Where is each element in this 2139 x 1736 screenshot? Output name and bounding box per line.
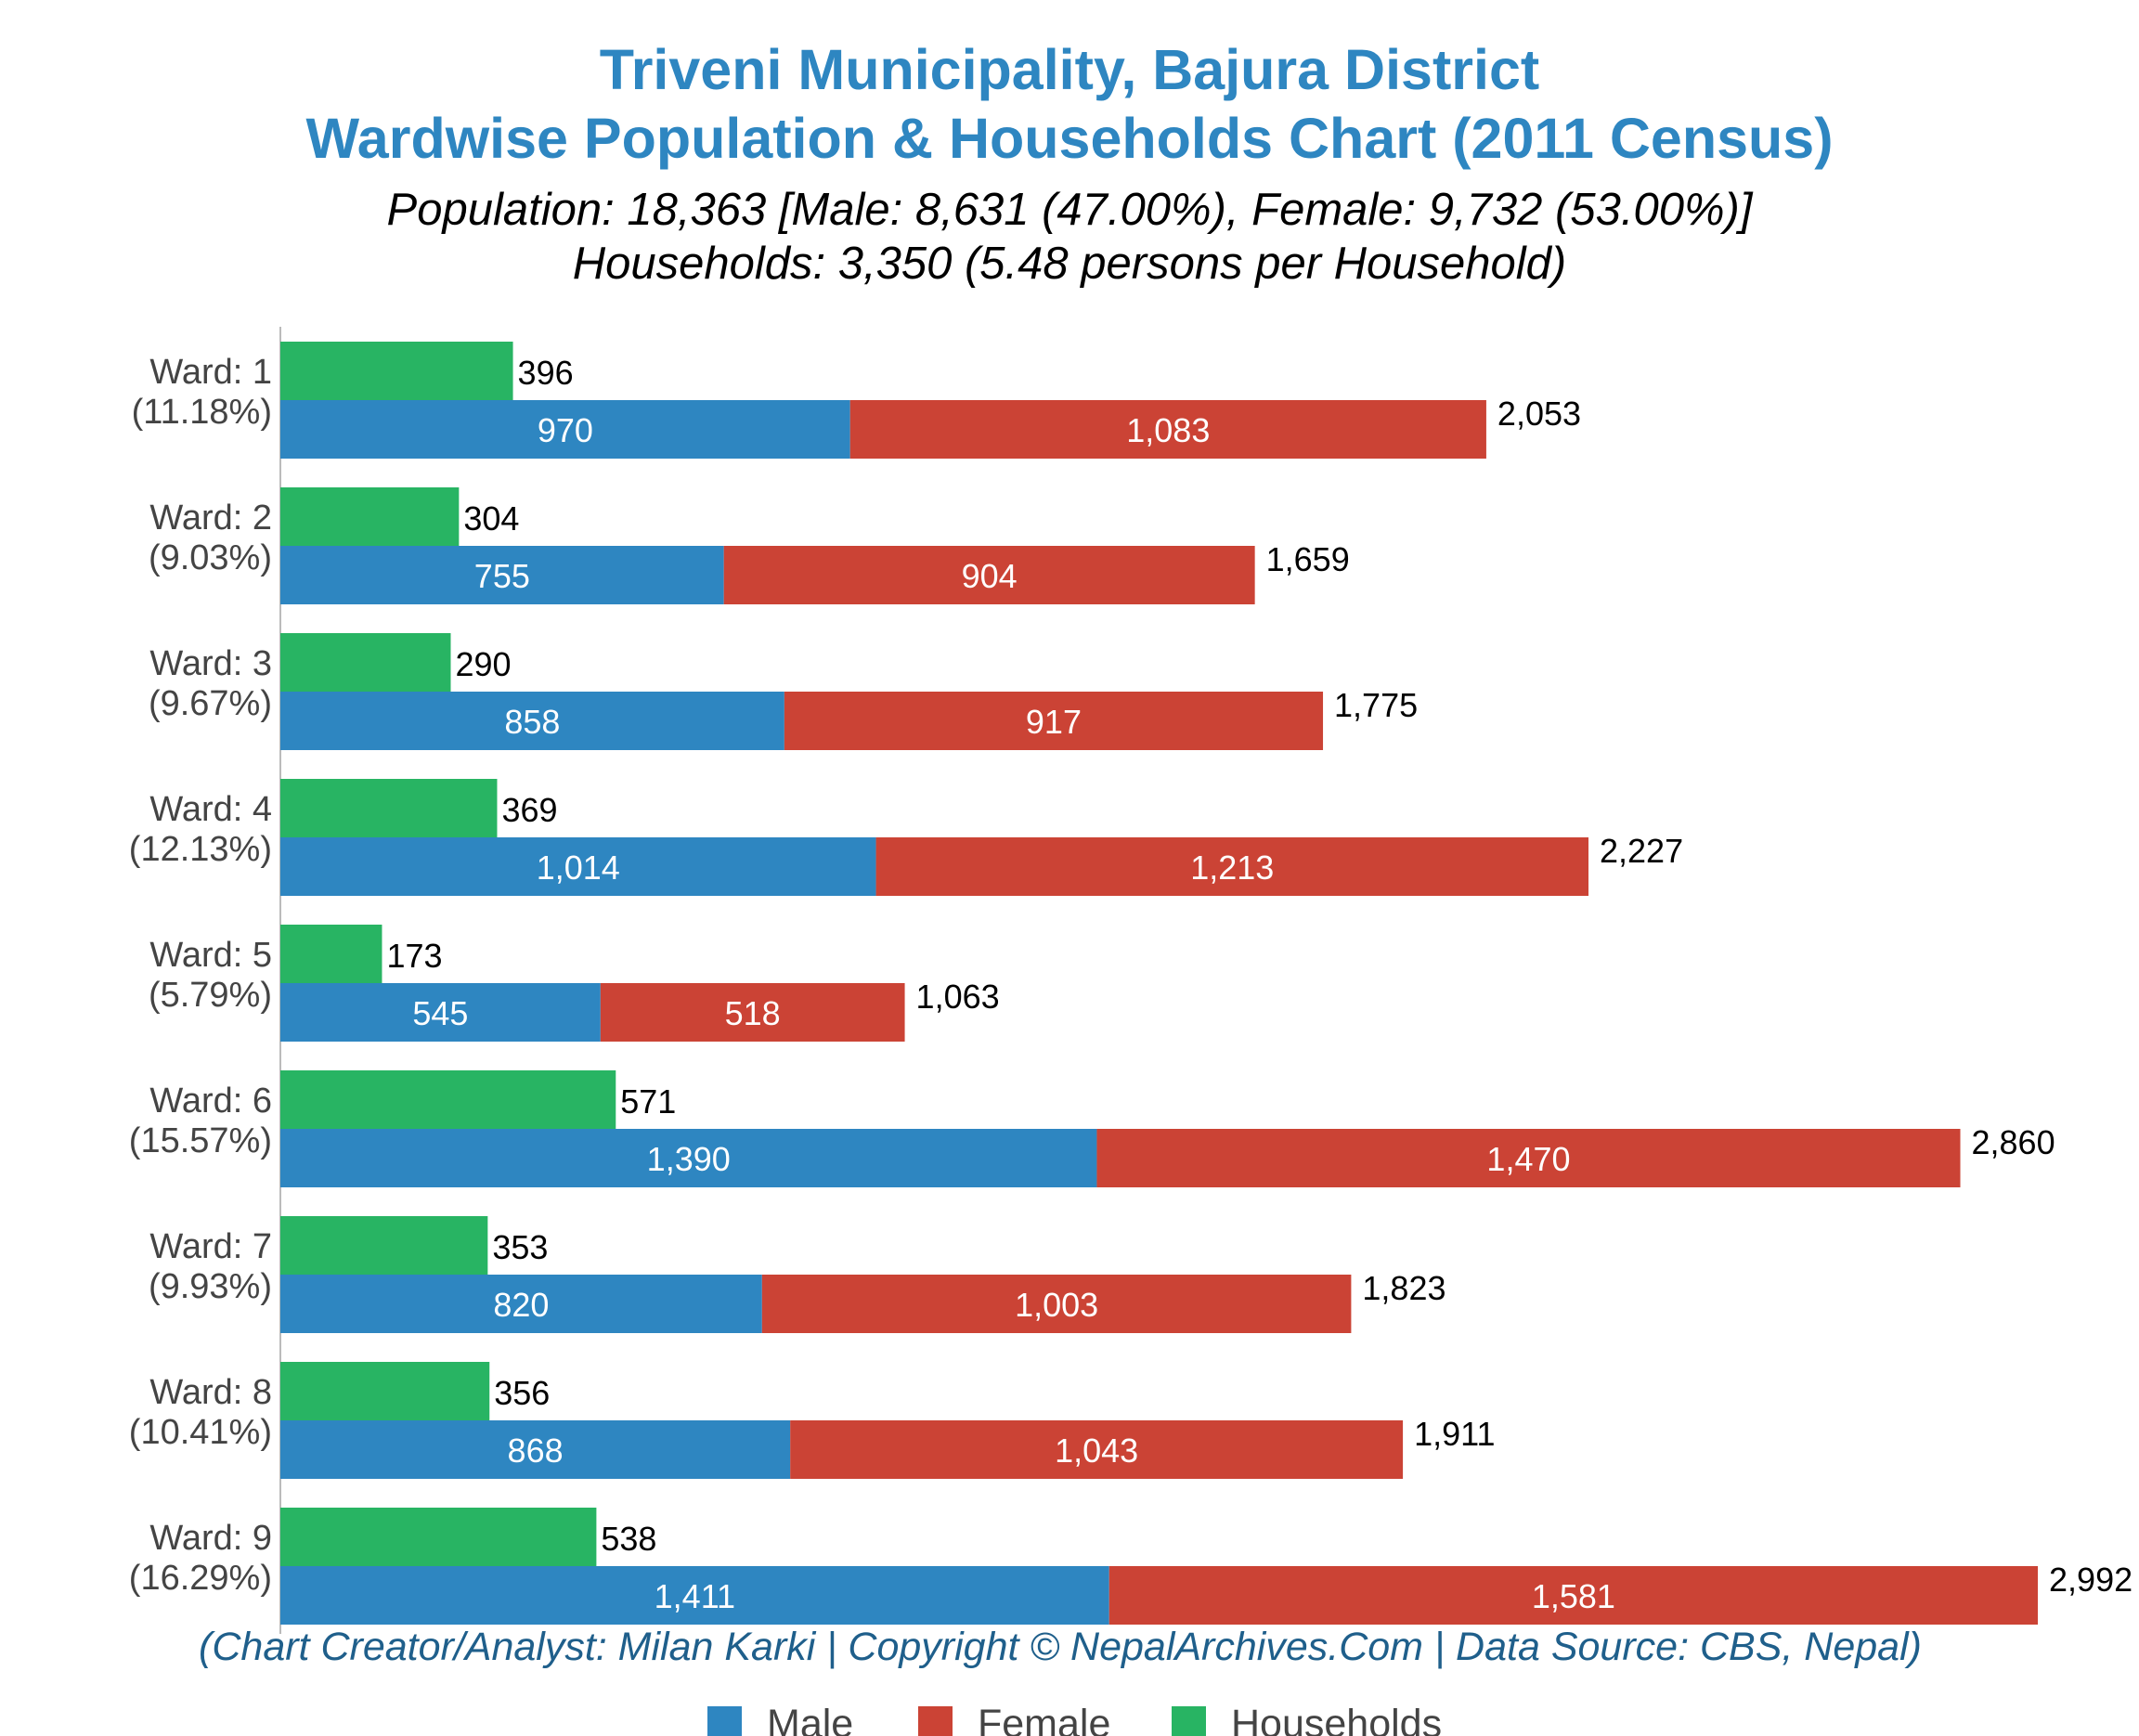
- chart-credit: (Chart Creator/Analyst: Milan Karki | Co…: [199, 1625, 1922, 1669]
- households-bar-ward-6: [280, 1070, 616, 1129]
- ward-share-label-6: (15.57%): [129, 1121, 272, 1160]
- ward-share-label-5: (5.79%): [149, 976, 272, 1015]
- households-bar-ward-5: [280, 925, 382, 983]
- ward-share-label-1: (11.18%): [132, 393, 272, 432]
- male-label-ward-1: 970: [538, 411, 593, 449]
- female-label-ward-7: 1,003: [1015, 1286, 1098, 1324]
- female-label-ward-6: 1,470: [1486, 1140, 1570, 1178]
- female-bar-ward-5: [600, 983, 905, 1042]
- households-bar-ward-3: [280, 633, 451, 692]
- ward-share-label-7: (9.93%): [149, 1267, 272, 1306]
- households-label-ward-2: 304: [463, 499, 519, 538]
- male-label-ward-5: 545: [412, 994, 468, 1032]
- households-bar-ward-1: [280, 342, 513, 400]
- ward-tick-label-1: Ward: 1: [149, 353, 272, 392]
- ward-tick-label-3: Ward: 3: [149, 644, 272, 683]
- households-bar-ward-7: [280, 1216, 488, 1275]
- legend-swatch-households: [1172, 1706, 1206, 1736]
- households-bar-ward-4: [280, 779, 498, 837]
- households-bar-ward-8: [280, 1362, 490, 1420]
- total-label-ward-4: 2,227: [1600, 832, 1683, 870]
- total-label-ward-8: 1,911: [1414, 1415, 1495, 1453]
- legend-label-male: Male: [767, 1702, 853, 1736]
- total-label-ward-9: 2,992: [2049, 1561, 2133, 1599]
- female-bar-ward-4: [875, 837, 1589, 896]
- ward-share-label-3: (9.67%): [149, 684, 272, 723]
- female-label-ward-5: 518: [725, 994, 781, 1032]
- ward-tick-label-6: Ward: 6: [149, 1082, 272, 1121]
- female-label-ward-1: 1,083: [1126, 411, 1210, 449]
- bars-layer: 396 970 1,083 2,053 Ward: 1(11.18%) 304 755 904…: [129, 342, 2133, 1625]
- male-bar-ward-7: [280, 1275, 762, 1333]
- legend-swatch-female: [918, 1706, 953, 1736]
- male-bar-ward-5: [280, 983, 601, 1042]
- households-bar-ward-9: [280, 1508, 597, 1566]
- legend: Male Female Households: [707, 1702, 1442, 1736]
- male-bar-ward-2: [280, 546, 724, 604]
- female-label-ward-8: 1,043: [1055, 1432, 1138, 1470]
- female-label-ward-4: 1,213: [1190, 849, 1274, 887]
- female-bar-ward-8: [790, 1420, 1404, 1479]
- households-label-ward-4: 369: [501, 791, 557, 829]
- households-label-ward-8: 356: [494, 1374, 550, 1412]
- male-bar-ward-9: [280, 1566, 1109, 1625]
- households-label-ward-9: 538: [601, 1520, 656, 1558]
- total-label-ward-1: 2,053: [1497, 395, 1581, 433]
- ward-tick-label-8: Ward: 8: [149, 1373, 272, 1412]
- households-label-ward-6: 571: [620, 1082, 676, 1121]
- total-label-ward-5: 1,063: [916, 978, 1000, 1016]
- male-bar-ward-1: [280, 400, 850, 459]
- male-label-ward-2: 755: [474, 557, 530, 595]
- chart-title-line2: Wardwise Population & Households Chart (…: [305, 107, 1833, 170]
- ward-share-label-4: (12.13%): [129, 830, 272, 869]
- female-bar-ward-6: [1096, 1129, 1961, 1187]
- ward-share-label-9: (16.29%): [129, 1559, 272, 1598]
- male-bar-ward-3: [280, 692, 784, 750]
- households-label-ward-3: 290: [455, 645, 511, 683]
- female-bar-ward-1: [849, 400, 1486, 459]
- female-bar-ward-3: [784, 692, 1324, 750]
- ward-tick-label-2: Ward: 2: [149, 499, 272, 538]
- male-label-ward-8: 868: [508, 1432, 564, 1470]
- ward-tick-label-5: Ward: 5: [149, 936, 272, 975]
- female-label-ward-3: 917: [1026, 703, 1082, 741]
- total-label-ward-7: 1,823: [1362, 1269, 1445, 1307]
- total-label-ward-2: 1,659: [1266, 540, 1350, 578]
- ward-tick-label-4: Ward: 4: [149, 790, 272, 829]
- legend-swatch-male: [707, 1706, 742, 1736]
- female-label-ward-9: 1,581: [1532, 1577, 1615, 1615]
- male-bar-ward-6: [280, 1129, 1097, 1187]
- male-label-ward-4: 1,014: [537, 849, 620, 887]
- female-bar-ward-2: [723, 546, 1255, 604]
- male-label-ward-7: 820: [493, 1286, 549, 1324]
- households-label-ward-1: 396: [518, 354, 574, 392]
- ward-tick-label-9: Ward: 9: [149, 1519, 272, 1558]
- male-bar-ward-4: [280, 837, 876, 896]
- female-label-ward-2: 904: [962, 557, 1018, 595]
- total-label-ward-3: 1,775: [1334, 686, 1418, 724]
- ward-share-label-2: (9.03%): [149, 538, 272, 577]
- male-label-ward-6: 1,390: [647, 1140, 731, 1178]
- female-bar-ward-9: [1108, 1566, 2039, 1625]
- ward-tick-label-7: Ward: 7: [149, 1227, 272, 1266]
- legend-label-female: Female: [978, 1702, 1110, 1736]
- ward-share-label-8: (10.41%): [129, 1413, 272, 1452]
- households-label-ward-7: 353: [492, 1228, 548, 1266]
- total-label-ward-6: 2,860: [1972, 1123, 2055, 1161]
- chart-subtitle-line2: Households: 3,350 (5.48 persons per Hous…: [573, 239, 1567, 289]
- chart-subtitle: Population: 18,363 [Male: 8,631 (47.00%)…: [387, 185, 1754, 235]
- male-label-ward-3: 858: [504, 703, 560, 741]
- male-label-ward-9: 1,411: [655, 1577, 735, 1615]
- households-bar-ward-2: [280, 487, 460, 546]
- male-bar-ward-8: [280, 1420, 791, 1479]
- households-label-ward-5: 173: [386, 937, 442, 975]
- legend-label-households: Households: [1231, 1702, 1442, 1736]
- chart-title: Triveni Municipality, Bajura District: [600, 38, 1539, 101]
- female-bar-ward-7: [761, 1275, 1352, 1333]
